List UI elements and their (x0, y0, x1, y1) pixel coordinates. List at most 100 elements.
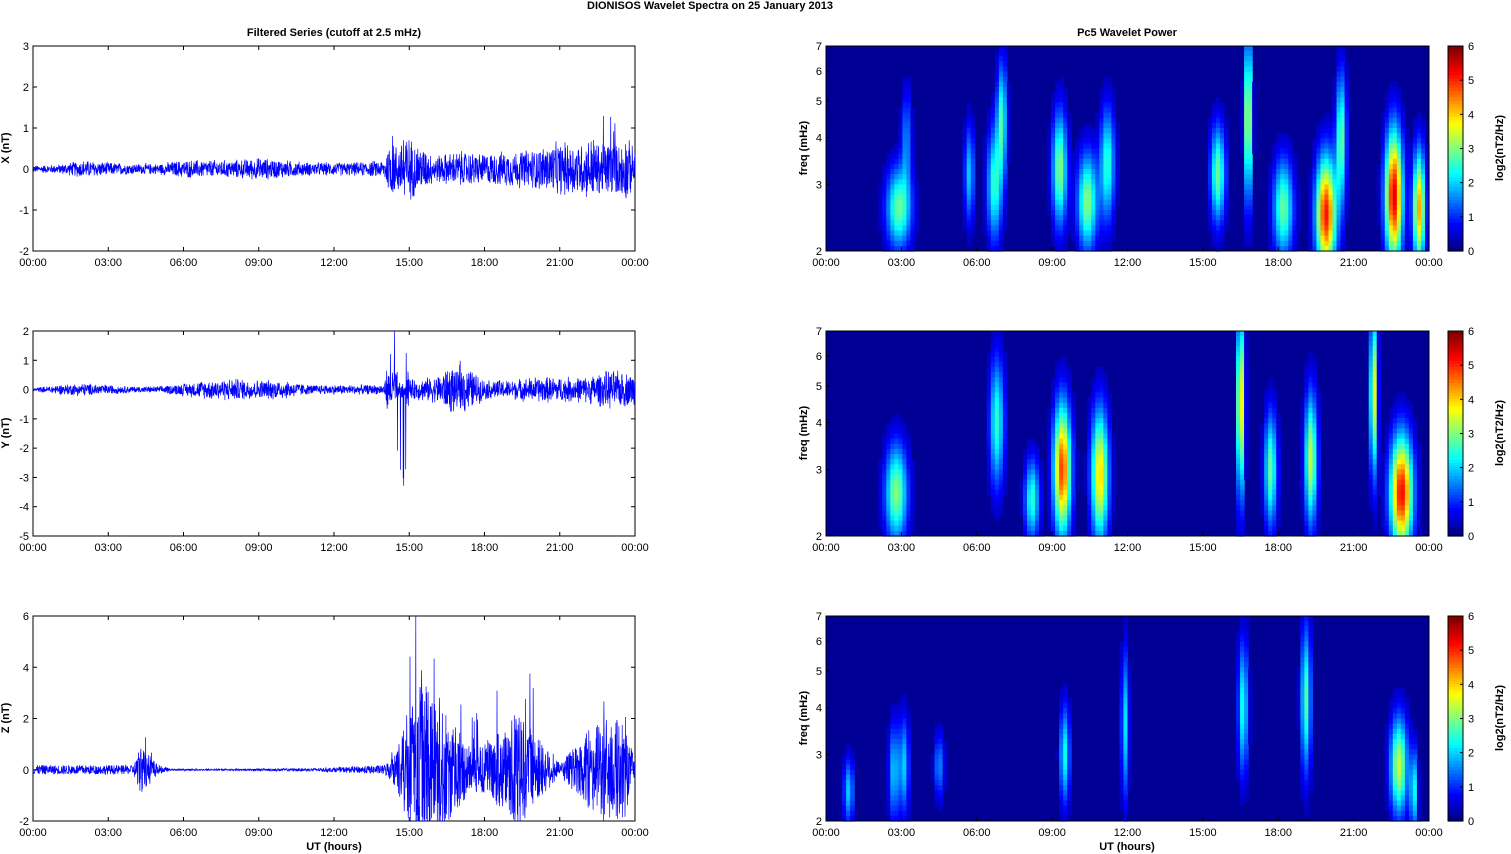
colorbar-step (1448, 382, 1463, 387)
heatmap-cell (1223, 184, 1229, 191)
heatmap-cell (1055, 515, 1060, 522)
heatmap-cell (1392, 703, 1398, 709)
heatmap-cell (1107, 158, 1113, 165)
heatmap-cell (898, 459, 903, 465)
heatmap-cell (1416, 179, 1422, 185)
heatmap-cell (1412, 739, 1418, 745)
heatmap-cell (1244, 235, 1249, 242)
heatmap-cell (1002, 469, 1008, 476)
heatmap-cell (1071, 438, 1076, 445)
heatmap-cell (1336, 71, 1342, 78)
heatmap-cell (898, 240, 903, 247)
heatmap-cell (1324, 225, 1330, 232)
heatmap-cell (1095, 530, 1100, 537)
heatmap-cell (1103, 418, 1108, 424)
heatmap-cell (934, 800, 940, 807)
heatmap-cell (890, 215, 895, 221)
heatmap-cell (1067, 153, 1072, 160)
heatmap-cell (1272, 530, 1277, 537)
heatmap-cell (1095, 479, 1100, 486)
heatmap-cell (1103, 407, 1108, 414)
heatmap-cell (1240, 733, 1245, 740)
heatmap-cell (1236, 667, 1241, 673)
heatmap-cell (994, 341, 1000, 347)
heatmap-cell (1087, 204, 1092, 211)
heatmap-cell (1095, 372, 1100, 378)
heatmap-cell (986, 220, 992, 226)
heatmap-cell (1328, 143, 1334, 150)
heatmap-cell (1404, 428, 1410, 435)
heatmap-cell (1300, 423, 1305, 429)
heatmap-cell (878, 189, 883, 196)
heatmap-cell (906, 235, 912, 242)
heatmap-cell (1376, 210, 1382, 216)
heatmap-cell (1412, 117, 1418, 124)
heatmap-cell (1002, 428, 1008, 435)
heatmap-cell (1248, 56, 1253, 62)
heatmap-cell (1027, 530, 1032, 537)
heatmap-cell (898, 148, 903, 155)
heatmap-cell (1039, 515, 1044, 522)
heatmap-cell (1344, 133, 1350, 139)
heatmap-cell (1336, 76, 1342, 83)
heatmap-cell (1368, 392, 1374, 399)
heatmap-cell (1404, 500, 1410, 506)
heatmap-cell (878, 510, 883, 517)
heatmap-cell (890, 418, 895, 424)
heatmap-cell (1115, 163, 1121, 170)
heatmap-cell (1396, 510, 1402, 517)
heatmap-cell (1344, 61, 1350, 68)
colorbar-step (1448, 526, 1463, 531)
heatmap-cell (1095, 230, 1100, 237)
heatmap-cell (1087, 484, 1092, 491)
heatmap-cell (1087, 505, 1092, 511)
heatmap-cell (1035, 479, 1040, 486)
heatmap-cell (1031, 454, 1036, 460)
heatmap-cell (1304, 759, 1309, 766)
heatmap-cell (1284, 230, 1289, 237)
heatmap-cell (1424, 210, 1430, 216)
heatmap-cell (1248, 698, 1253, 704)
heatmap-cell (1392, 225, 1398, 232)
heatmap-cell (1416, 174, 1422, 180)
heatmap-cell (986, 356, 992, 363)
heatmap-cell (1384, 479, 1390, 486)
x-tick-label: 00:00 (621, 542, 649, 554)
heatmap-cell (1308, 677, 1314, 684)
heatmap-cell (1408, 815, 1414, 822)
heatmap-cell (1103, 97, 1108, 103)
heatmap-cell (1392, 402, 1398, 409)
heatmap-cell (1111, 122, 1117, 129)
heatmap-cell (982, 204, 988, 211)
heatmap-cell (878, 184, 883, 191)
heatmap-cell (1384, 795, 1390, 802)
heatmap-cell (1408, 459, 1414, 465)
colorbar-step (1448, 385, 1463, 390)
heatmap-cell (1095, 489, 1100, 496)
heatmap-cell (1412, 505, 1418, 511)
x-tick-label: 21:00 (1340, 827, 1368, 839)
heatmap-cell (1388, 774, 1394, 781)
heatmap-cell (970, 194, 976, 201)
heatmap-cell (998, 387, 1004, 394)
heatmap-cell (962, 225, 968, 232)
heatmap-cell (1292, 179, 1297, 185)
heatmap-cell (1300, 718, 1305, 725)
heatmap-cell (1380, 210, 1386, 216)
heatmap-cell (1416, 128, 1422, 134)
heatmap-cell (914, 184, 920, 191)
heatmap-cell (890, 225, 895, 232)
heatmap-cell (1067, 402, 1072, 409)
colorbar-step (1448, 635, 1463, 640)
heatmap-cell (1388, 235, 1394, 242)
heatmap-cell (882, 184, 887, 191)
heatmap-cell (1284, 133, 1289, 139)
heatmap-cell (1308, 361, 1314, 368)
heatmap-cell (1127, 677, 1133, 684)
heatmap-cell (1400, 459, 1406, 465)
heatmap-cell (1244, 413, 1249, 419)
heatmap-cell (1292, 184, 1297, 191)
heatmap-cell (1384, 194, 1390, 201)
heatmap-cell (1059, 749, 1064, 755)
heatmap-cell (1308, 667, 1314, 673)
